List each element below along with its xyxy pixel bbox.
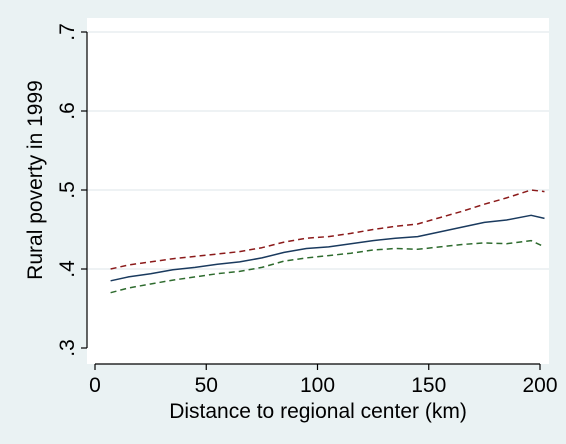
plot-area	[87, 18, 549, 364]
y-tick-label-2: .5	[56, 181, 79, 199]
y-ticks: .3 .4 .5 .6 .7	[56, 23, 87, 357]
series-line-2	[110, 239, 545, 294]
y-tick-label-1: .4	[56, 260, 79, 278]
series-line-1	[110, 189, 545, 270]
x-tick-label-2: 100	[300, 374, 335, 397]
x-tick-label-0: 0	[89, 374, 101, 397]
x-tick-label-4: 200	[522, 374, 557, 397]
x-ticks: 0 50 100 150 200	[89, 364, 558, 397]
x-tick-label-3: 150	[411, 374, 446, 397]
x-tick-label-1: 50	[195, 374, 218, 397]
series-lines	[110, 189, 545, 294]
x-axis-title: Distance to regional center (km)	[169, 400, 467, 423]
y-tick-label-4: .7	[56, 23, 79, 41]
series-line-0	[110, 214, 545, 282]
gridlines	[87, 31, 549, 270]
y-axis-title: Rural poverty in 1999	[24, 80, 47, 280]
y-tick-label-0: .3	[56, 339, 79, 357]
y-tick-label-3: .6	[56, 102, 79, 120]
